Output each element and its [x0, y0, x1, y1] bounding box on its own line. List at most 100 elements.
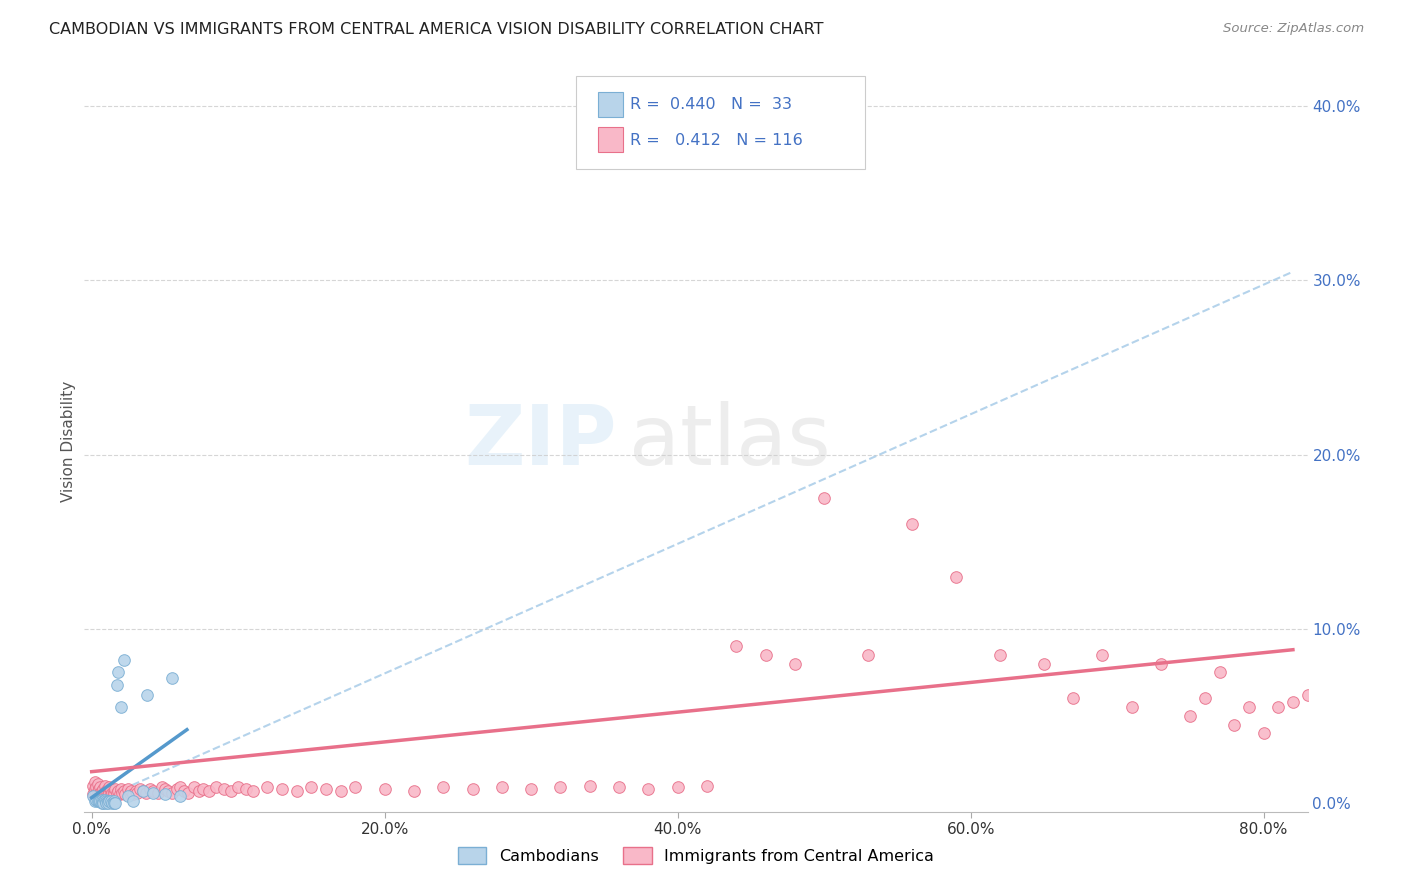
Point — [105, 786, 128, 800]
Point — [87, 787, 110, 801]
Point — [94, 779, 117, 793]
Point — [93, 787, 115, 801]
Point — [132, 784, 155, 798]
Point — [110, 782, 132, 797]
Point — [84, 790, 107, 805]
Point — [112, 784, 135, 798]
Point — [1150, 657, 1173, 671]
Point — [432, 780, 454, 795]
Point — [87, 794, 110, 808]
Point — [96, 784, 118, 798]
Point — [1032, 657, 1054, 671]
Point — [98, 794, 121, 808]
Point — [783, 657, 806, 671]
Point — [156, 784, 179, 798]
Point — [84, 792, 107, 806]
Point — [299, 780, 322, 795]
Point — [97, 787, 120, 801]
Point — [120, 784, 142, 798]
Point — [111, 786, 134, 800]
Point — [696, 779, 718, 793]
Point — [100, 794, 122, 808]
Point — [520, 782, 543, 797]
Point — [103, 794, 125, 808]
Point — [191, 782, 214, 797]
Y-axis label: Vision Disability: Vision Disability — [60, 381, 76, 502]
Point — [1180, 709, 1202, 723]
Point — [150, 780, 173, 795]
Point — [91, 796, 114, 810]
Point — [124, 784, 146, 798]
Point — [91, 792, 114, 806]
Point — [114, 787, 136, 801]
Point — [103, 796, 125, 810]
Point — [1310, 221, 1333, 235]
Point — [142, 786, 165, 800]
Point — [637, 782, 659, 797]
Text: R =  0.440   N =  33: R = 0.440 N = 33 — [630, 97, 792, 112]
Point — [89, 786, 111, 800]
Point — [108, 787, 131, 801]
Point — [1121, 700, 1143, 714]
Point — [83, 794, 105, 808]
Point — [107, 784, 129, 798]
Point — [87, 782, 110, 797]
Text: Source: ZipAtlas.com: Source: ZipAtlas.com — [1223, 22, 1364, 36]
Point — [219, 784, 242, 798]
Point — [856, 648, 879, 662]
Point — [121, 787, 143, 801]
Point — [205, 780, 228, 795]
Point — [89, 794, 111, 808]
Point — [169, 780, 191, 795]
Point — [169, 789, 191, 803]
Point — [100, 787, 122, 801]
Point — [94, 792, 117, 806]
Point — [98, 786, 121, 800]
Point — [105, 677, 128, 691]
Point — [97, 796, 120, 810]
Point — [82, 779, 104, 793]
Point — [461, 782, 484, 797]
Point — [110, 700, 132, 714]
Text: R =   0.412   N = 116: R = 0.412 N = 116 — [630, 133, 803, 148]
Point — [93, 796, 115, 810]
Point — [235, 782, 257, 797]
Point — [139, 782, 162, 797]
Point — [103, 787, 125, 801]
Point — [153, 787, 176, 801]
Point — [97, 794, 120, 808]
Point — [112, 653, 135, 667]
Point — [1062, 691, 1084, 706]
Point — [84, 780, 107, 795]
Point — [117, 782, 139, 797]
Point — [101, 796, 124, 810]
Point — [813, 491, 835, 505]
Point — [901, 517, 924, 532]
Legend: Cambodians, Immigrants from Central America: Cambodians, Immigrants from Central Amer… — [451, 841, 941, 871]
Point — [374, 782, 396, 797]
Point — [1091, 648, 1114, 662]
Point — [344, 780, 367, 795]
Point — [96, 794, 118, 808]
Point — [212, 782, 235, 797]
Point — [402, 784, 425, 798]
Point — [104, 796, 127, 810]
Point — [187, 784, 209, 798]
Point — [1208, 665, 1230, 680]
Text: ZIP: ZIP — [464, 401, 616, 482]
Point — [1223, 717, 1246, 731]
Point — [491, 780, 513, 795]
Point — [173, 784, 195, 798]
Point — [132, 784, 155, 798]
Point — [1267, 700, 1289, 714]
Point — [118, 786, 141, 800]
Point — [83, 789, 105, 803]
Point — [666, 780, 689, 795]
Point — [86, 777, 108, 791]
Point — [83, 782, 105, 797]
Text: atlas: atlas — [628, 401, 831, 482]
Point — [82, 789, 104, 803]
Point — [142, 784, 165, 798]
Point — [256, 780, 278, 795]
Point — [84, 786, 107, 800]
